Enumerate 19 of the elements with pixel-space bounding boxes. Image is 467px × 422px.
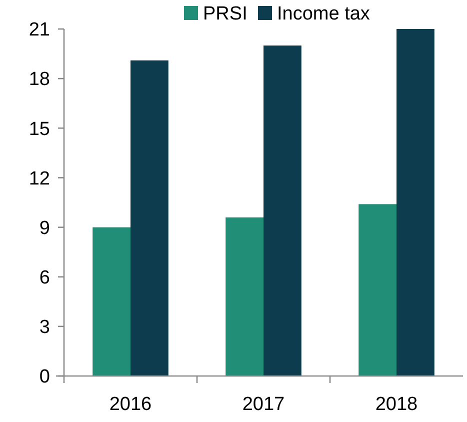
x-tick-label: 2016 (109, 394, 152, 415)
bar (264, 46, 302, 376)
y-tick-label: 12 (28, 168, 50, 190)
y-tick-label: 15 (28, 118, 50, 140)
legend-label: Income tax (277, 4, 370, 25)
x-tick-label: 2018 (375, 394, 418, 415)
bar (226, 217, 264, 376)
y-tick-label: 21 (28, 20, 50, 41)
x-tick-label: 2017 (242, 394, 285, 415)
bar (130, 60, 168, 376)
y-tick-label: 6 (39, 268, 50, 289)
bar (358, 204, 396, 376)
legend-label: PRSI (203, 4, 248, 25)
bar (396, 29, 434, 376)
bar (92, 227, 130, 376)
y-tick-label: 3 (39, 317, 50, 338)
y-tick-label: 9 (39, 218, 50, 239)
y-tick-label: 0 (39, 366, 50, 388)
y-tick-label: 18 (28, 69, 50, 90)
